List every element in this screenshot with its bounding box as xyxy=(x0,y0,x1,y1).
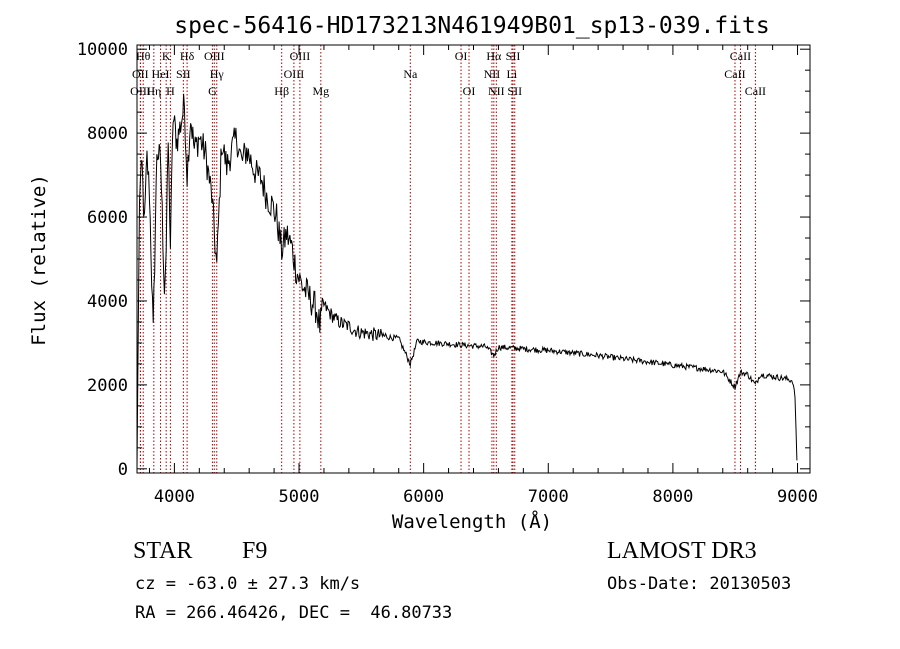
object-subclass: F9 xyxy=(242,538,268,564)
x-axis-ticks: 4000 5000 6000 7000 8000 9000 xyxy=(148,45,818,507)
y-tick-label-1: 2000 xyxy=(87,376,128,396)
x-axis-label: Wavelength (Å) xyxy=(392,510,552,533)
redshift-readout: cz = -63.0 ± 27.3 km/s xyxy=(135,574,361,594)
line-label-6: H xyxy=(166,84,175,98)
line-label-3: Hη xyxy=(146,84,161,98)
line-label-20: NII xyxy=(484,67,501,81)
line-label-1: OII xyxy=(132,67,149,81)
x-tick-label-5: 9000 xyxy=(777,487,818,507)
observation-date: Obs-Date: 20130503 xyxy=(607,574,792,594)
line-label-26: CaII xyxy=(730,49,751,63)
line-label-14: OIII xyxy=(290,49,311,63)
plot-frame xyxy=(136,44,811,474)
spectral-line-markers xyxy=(139,45,756,473)
object-class: STAR xyxy=(133,538,193,564)
line-label-4: HeI xyxy=(152,67,170,81)
line-label-13: OIII xyxy=(284,67,305,81)
y-tick-label-5: 10000 xyxy=(77,40,128,60)
coordinates-readout: RA = 266.46426, DEC = 46.80733 xyxy=(135,603,453,623)
y-tick-label-0: 0 xyxy=(118,460,128,480)
y-tick-label-3: 6000 xyxy=(87,208,128,228)
spectrum-line xyxy=(136,93,798,469)
line-label-27: CaII xyxy=(745,84,766,98)
line-label-11: G xyxy=(208,84,217,98)
line-label-8: Hδ xyxy=(180,49,195,63)
line-label-24: SII xyxy=(507,84,522,98)
y-tick-label-2: 4000 xyxy=(87,292,128,312)
line-label-17: OI xyxy=(455,49,468,63)
survey-name: LAMOST DR3 xyxy=(607,538,757,564)
line-label-15: Mg xyxy=(312,84,329,98)
x-tick-label-0: 4000 xyxy=(154,487,195,507)
line-label-7: SII xyxy=(176,67,191,81)
line-label-10: Hγ xyxy=(210,67,225,81)
line-label-5: K xyxy=(162,49,171,63)
line-label-22: SII xyxy=(506,49,521,63)
chart-title: spec-56416-HD173213N461949B01_sp13-039.f… xyxy=(174,13,769,39)
line-label-18: OI xyxy=(463,84,476,98)
line-label-21: NII xyxy=(488,84,505,98)
line-label-19: Hα xyxy=(486,49,502,63)
x-tick-label-1: 5000 xyxy=(279,487,320,507)
line-label-16: Na xyxy=(403,67,418,81)
x-tick-label-2: 6000 xyxy=(403,487,444,507)
line-label-25: CaII xyxy=(724,67,745,81)
line-label-9: OIII xyxy=(204,49,225,63)
line-label-0: Hθ xyxy=(136,49,151,63)
x-tick-label-4: 8000 xyxy=(652,487,693,507)
x-tick-label-3: 7000 xyxy=(528,487,569,507)
line-label-23: Li xyxy=(507,67,518,81)
line-label-12: Hβ xyxy=(274,84,289,98)
y-tick-label-4: 8000 xyxy=(87,124,128,144)
y-axis-ticks: 0 2000 4000 6000 8000 10000 xyxy=(77,40,810,480)
y-axis-label: Flux (relative) xyxy=(28,174,50,346)
